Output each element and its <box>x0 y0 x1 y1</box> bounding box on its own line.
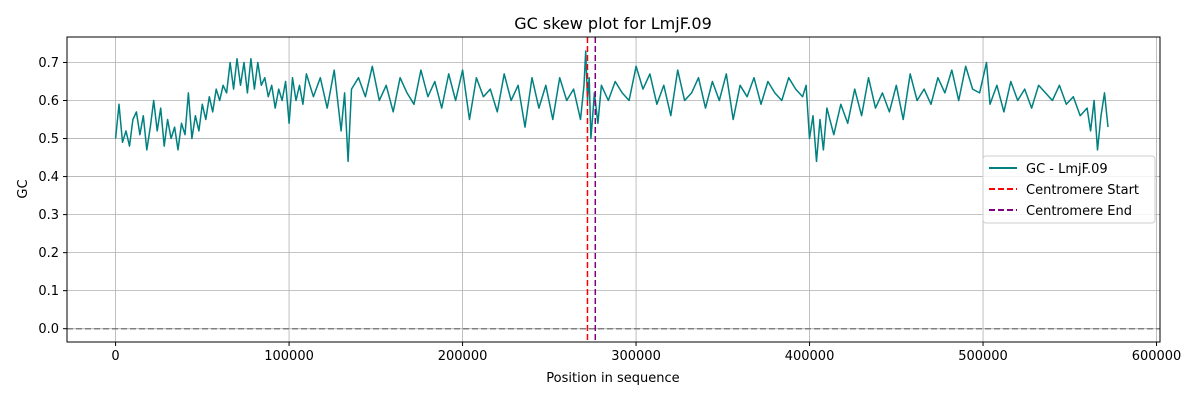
legend-label-centromere-start: Centromere Start <box>1026 183 1139 198</box>
y-tick-label: 0.6 <box>38 94 59 109</box>
y-tick-label: 0.7 <box>38 56 59 71</box>
x-axis-label: Position in sequence <box>546 371 679 386</box>
y-tick-label: 0.5 <box>38 132 59 147</box>
y-axis-label: GC <box>16 179 31 198</box>
gc-series-line <box>114 50 1109 163</box>
plot-area <box>67 37 1160 342</box>
legend-label-gc: GC - LmjF.09 <box>1026 162 1108 177</box>
x-tick-label: 0 <box>111 349 119 364</box>
y-tick-label: 0.3 <box>38 208 59 223</box>
x-tick-label: 600000 <box>1132 349 1182 364</box>
legend: GC - LmjF.09 Centromere Start Centromere… <box>982 155 1156 224</box>
legend-box <box>982 155 1156 224</box>
chart-title: GC skew plot for LmjF.09 <box>514 14 712 33</box>
y-tick-label: 0.4 <box>38 170 59 185</box>
x-tick-label: 200000 <box>438 349 488 364</box>
legend-label-centromere-end: Centromere End <box>1026 204 1132 219</box>
plot-frame <box>66 36 1161 343</box>
x-tick-label: 400000 <box>785 349 835 364</box>
y-tick-label: 0.0 <box>38 322 59 337</box>
x-tick-label: 300000 <box>611 349 661 364</box>
x-tick-label: 100000 <box>264 349 314 364</box>
y-axis-ticks: 0.0 0.1 0.2 0.3 0.4 0.5 0.6 0.7 <box>38 56 67 337</box>
x-axis-ticks: 0 100000 200000 300000 400000 500000 600000 <box>111 342 1181 364</box>
x-tick-label: 500000 <box>958 349 1008 364</box>
y-tick-label: 0.1 <box>38 284 59 299</box>
y-tick-label: 0.2 <box>38 246 59 261</box>
